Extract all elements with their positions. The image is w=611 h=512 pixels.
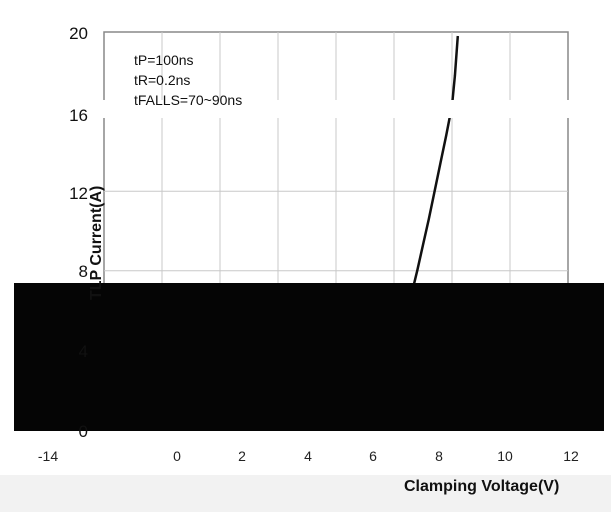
y-tick-label: 8	[78, 262, 88, 281]
y-tick-label: 12	[69, 184, 88, 203]
x-tick-label: 2	[238, 448, 246, 464]
scan-artifact-dark-block	[14, 283, 604, 431]
x-axis-label: Clamping Voltage(V)	[404, 478, 560, 495]
annotation-rise-time: tR=0.2ns	[134, 72, 191, 88]
y-axis-label: TLP Current(A)	[88, 185, 105, 300]
x-tick-label: 8	[435, 448, 443, 464]
annotation-fall-time: tFALLS=70~90ns	[134, 92, 243, 108]
x-tick-label: 4	[304, 448, 312, 464]
y-tick-label: 16	[69, 106, 88, 125]
x-tick-label: 12	[563, 448, 579, 464]
x-tick-label: -14	[37, 448, 59, 464]
x-tick-label: 10	[497, 448, 513, 464]
scan-artifact-mid	[0, 100, 611, 118]
scan-artifact-top	[0, 0, 611, 20]
footer-strip	[0, 475, 611, 512]
x-tick-label: 6	[369, 448, 377, 464]
y-tick-label: 4	[78, 342, 88, 361]
annotation-pulse-width: tP=100ns	[134, 52, 194, 68]
y-tick-label: 20	[69, 24, 88, 43]
x-tick-label: 0	[173, 448, 181, 464]
y-tick-label: 0	[78, 422, 88, 441]
